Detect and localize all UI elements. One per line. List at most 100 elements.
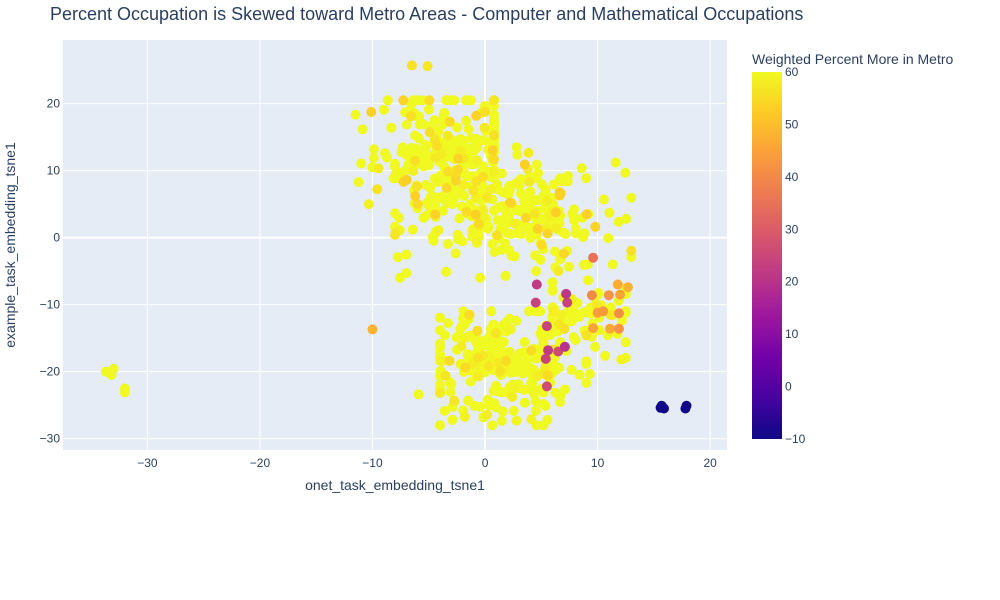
data-point: [507, 391, 518, 402]
data-point: [550, 207, 561, 218]
data-point: [363, 199, 374, 210]
data-point: [482, 409, 493, 420]
colorbar-tick-label: 10: [785, 327, 799, 341]
data-point: [367, 324, 378, 335]
data-point: [436, 356, 447, 367]
data-point: [472, 325, 483, 336]
data-point: [574, 369, 585, 380]
y-tick-label: 10: [47, 164, 61, 178]
data-point: [441, 95, 452, 106]
data-point: [531, 195, 542, 206]
data-point: [614, 323, 624, 334]
data-point: [519, 159, 530, 170]
data-point: [559, 323, 570, 334]
data-point: [452, 189, 463, 200]
data-point: [379, 104, 389, 115]
data-point: [456, 341, 467, 352]
data-point: [569, 204, 579, 215]
data-point: [475, 272, 486, 283]
data-point: [550, 223, 561, 234]
data-point: [576, 163, 587, 174]
data-point: [581, 209, 592, 220]
data-point: [530, 208, 540, 219]
y-tick-label: 0: [53, 231, 60, 245]
data-point: [509, 218, 520, 229]
data-point: [566, 364, 577, 375]
data-point: [559, 341, 570, 352]
data-point: [543, 345, 554, 356]
data-point: [356, 158, 367, 169]
data-point: [509, 383, 520, 394]
data-point: [616, 354, 627, 365]
data-point: [461, 206, 472, 217]
data-point: [610, 157, 621, 168]
data-point: [527, 385, 538, 396]
data-point: [431, 140, 442, 151]
chart-title: Percent Occupation is Skewed toward Metr…: [50, 4, 804, 24]
data-point: [680, 403, 691, 414]
colorbar-tick-label: 40: [785, 170, 799, 184]
data-point: [373, 163, 384, 174]
data-point: [541, 321, 552, 332]
data-point: [542, 414, 553, 425]
data-point: [430, 209, 441, 220]
data-point: [119, 387, 130, 398]
data-point: [540, 353, 551, 364]
data-point: [382, 95, 393, 106]
data-point: [444, 355, 455, 366]
data-point: [496, 168, 507, 179]
x-tick-label: −10: [362, 456, 383, 470]
x-axis-title: onet_task_embedding_tsne1: [305, 477, 485, 493]
data-point: [478, 171, 489, 182]
data-point: [482, 192, 492, 203]
data-point: [410, 155, 421, 166]
data-point: [438, 205, 449, 216]
data-point: [626, 192, 637, 203]
data-point: [414, 119, 425, 130]
data-point: [479, 338, 489, 349]
data-point: [526, 414, 537, 425]
data-point: [452, 230, 463, 240]
data-point: [604, 207, 615, 218]
data-point: [439, 107, 450, 118]
data-point: [472, 142, 483, 153]
data-point: [468, 185, 479, 196]
data-point: [446, 379, 457, 390]
data-point: [530, 250, 541, 261]
data-point: [463, 124, 474, 134]
data-point: [504, 313, 515, 324]
data-point: [390, 161, 400, 172]
data-point: [495, 366, 506, 377]
data-point: [605, 323, 615, 334]
data-point: [461, 95, 471, 106]
data-point: [570, 228, 581, 239]
data-point: [461, 115, 471, 126]
y-tick-label: −10: [40, 298, 61, 312]
data-point: [372, 184, 383, 195]
data-point: [410, 130, 420, 141]
data-point: [490, 328, 501, 339]
x-tick-label: 0: [482, 456, 489, 470]
data-point: [452, 164, 463, 175]
data-point: [531, 266, 542, 277]
data-point: [489, 114, 499, 125]
data-point: [550, 246, 560, 257]
data-point: [441, 266, 452, 277]
data-point: [489, 154, 499, 165]
data-point: [598, 306, 609, 317]
data-point: [486, 184, 497, 194]
data-point: [419, 139, 430, 150]
data-point: [582, 259, 593, 270]
data-point: [483, 361, 494, 372]
data-point: [401, 268, 412, 279]
data-point: [562, 170, 573, 181]
data-point: [496, 415, 507, 426]
data-point: [407, 224, 418, 235]
data-point: [500, 270, 511, 281]
data-point: [493, 202, 504, 213]
data-point: [548, 179, 559, 190]
data-point: [406, 143, 417, 153]
data-point: [459, 135, 469, 146]
data-point: [451, 332, 462, 343]
data-point: [581, 173, 592, 184]
